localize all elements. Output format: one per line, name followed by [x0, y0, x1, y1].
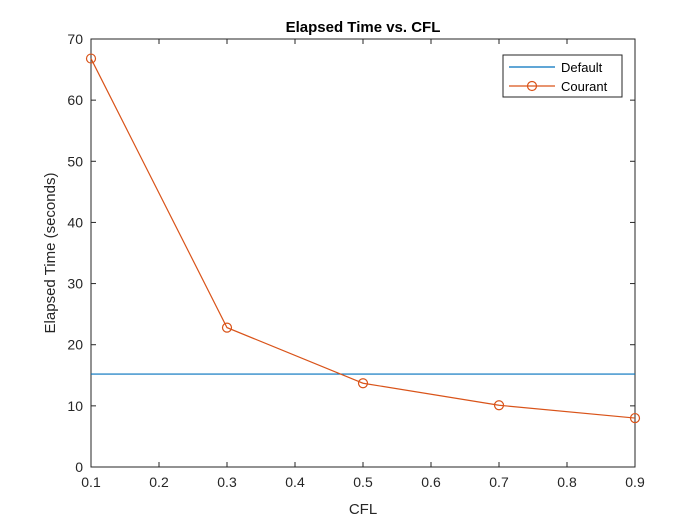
x-tick-label: 0.4 [285, 474, 305, 490]
y-tick-label: 70 [67, 31, 83, 47]
y-axis: 0 10 20 30 40 50 60 70 [67, 31, 635, 475]
data-point-courant [629, 412, 641, 424]
legend-label-courant: Courant [561, 79, 608, 94]
x-tick-label: 0.2 [149, 474, 169, 490]
legend-label-default: Default [561, 60, 603, 75]
series-line-courant [90, 58, 636, 419]
y-axis-label: Elapsed Time (seconds) [42, 173, 59, 334]
data-point-courant [493, 400, 505, 411]
y-tick-label: 60 [67, 92, 83, 108]
legend-box [502, 54, 623, 98]
x-axis-label: CFL [349, 501, 377, 518]
x-tick-label: 0.3 [217, 474, 237, 490]
y-tick-label: 10 [67, 398, 83, 414]
x-tick-label: 0.5 [353, 474, 373, 490]
plot-area [90, 38, 636, 468]
legend-marker-courant [526, 80, 538, 92]
x-tick-label: 0.7 [489, 474, 509, 490]
y-tick-label: 40 [67, 214, 83, 230]
y-tick-label: 50 [67, 153, 83, 169]
data-point-courant [357, 378, 369, 389]
legend: Default Courant [502, 54, 623, 98]
data-point-courant [85, 53, 97, 64]
x-tick-label: 0.8 [557, 474, 577, 490]
x-tick-label: 0.6 [421, 474, 441, 490]
y-tick-label: 30 [67, 276, 83, 292]
data-point-courant [221, 322, 233, 333]
y-tick-label: 20 [67, 337, 83, 353]
series-layer [85, 53, 641, 424]
chart-title: Elapsed Time vs. CFL [286, 19, 441, 36]
x-tick-label: 0.9 [625, 474, 645, 490]
x-axis: 0.1 0.2 0.3 0.4 0.5 0.6 0.7 0.8 0.9 [81, 39, 645, 490]
x-tick-label: 0.1 [81, 474, 101, 490]
y-tick-label: 0 [75, 459, 83, 475]
